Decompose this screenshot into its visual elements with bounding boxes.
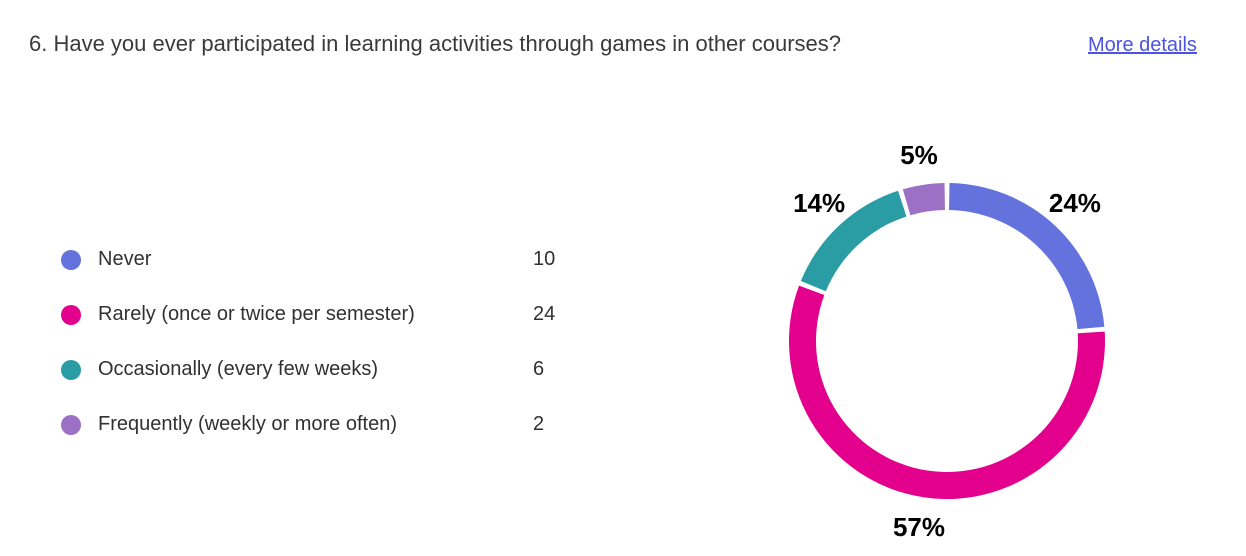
donut-segment-0[interactable]: [949, 183, 1105, 330]
legend-label: Occasionally (every few weeks): [98, 358, 379, 380]
legend-item: Never 10: [61, 232, 573, 287]
question-title: 6. Have you ever participated in learnin…: [29, 31, 842, 56]
legend-item: Frequently (weekly or more often) 2: [61, 397, 573, 452]
donut-segment-2[interactable]: [800, 190, 907, 292]
legend-color-dot: [61, 359, 81, 380]
legend-value: 10: [533, 248, 556, 270]
legend-color-dot: [61, 304, 81, 325]
legend-label: Rarely (once or twice per semester): [98, 303, 415, 325]
percent-label: 5%: [900, 140, 938, 170]
legend-value: 6: [533, 358, 545, 380]
percent-label: 24%: [1049, 188, 1101, 218]
legend-value: 24: [533, 303, 556, 325]
legend-item: Occasionally (every few weeks) 6: [61, 342, 573, 397]
legend-value: 2: [533, 413, 545, 435]
legend-label: Frequently (weekly or more often): [98, 413, 398, 435]
legend-label: Never: [98, 248, 152, 270]
donut-segment-3[interactable]: [902, 183, 945, 216]
chart-legend: Never 10 Rarely (once or twice per semeste…: [61, 232, 573, 452]
legend-color-dot: [61, 414, 81, 435]
percent-label: 57%: [893, 512, 945, 542]
legend-item: Rarely (once or twice per semester) 24: [61, 287, 573, 342]
legend-color-dot: [61, 249, 81, 270]
donut-chart: 24% 57% 14% 5%: [788, 140, 1105, 542]
more-details-link[interactable]: More details: [1088, 34, 1197, 56]
donut-segment-1[interactable]: [788, 285, 1105, 499]
percent-label: 14%: [793, 188, 845, 218]
